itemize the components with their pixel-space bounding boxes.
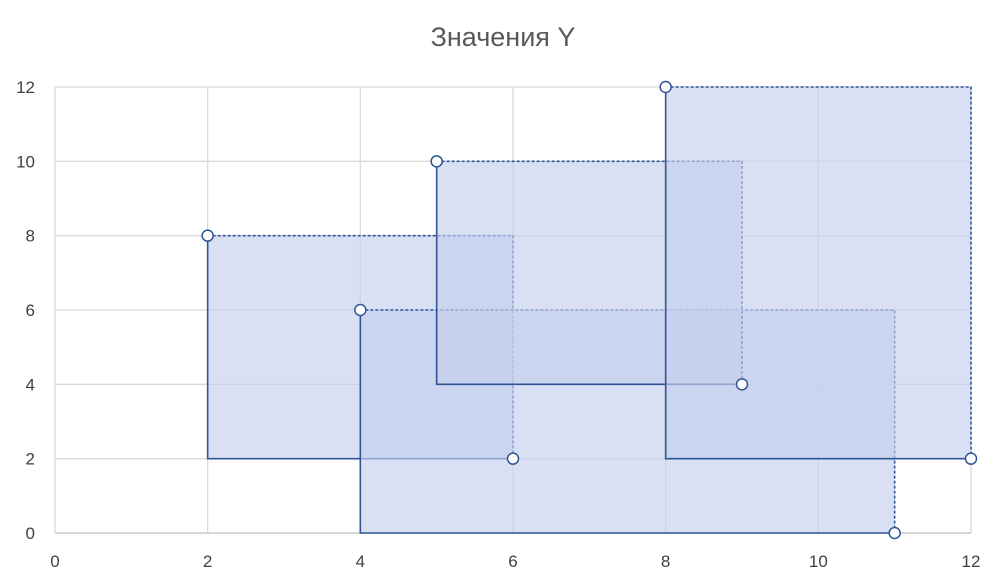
y-tick-label: 4 bbox=[26, 375, 35, 394]
y-tick-label: 12 bbox=[16, 78, 35, 97]
data-point-marker bbox=[201, 229, 214, 242]
data-point-marker bbox=[964, 452, 978, 465]
rectangle-edge-solid bbox=[664, 87, 971, 460]
data-markers bbox=[201, 80, 978, 540]
data-point-marker bbox=[735, 378, 749, 391]
x-tick-label: 4 bbox=[356, 552, 365, 571]
data-point-marker bbox=[659, 80, 672, 94]
data-point-marker bbox=[888, 526, 901, 540]
y-axis-ticks: 0 2 4 6 8 10 12 bbox=[16, 78, 35, 543]
rectangle-edge-dashed bbox=[665, 86, 972, 459]
y-tick-label: 2 bbox=[26, 450, 35, 469]
rectangle-edge-solid bbox=[435, 161, 742, 386]
data-rectangles bbox=[206, 86, 972, 534]
x-axis-ticks: 0 2 4 6 8 10 12 bbox=[50, 552, 980, 571]
y-tick-label: 6 bbox=[26, 301, 35, 320]
x-tick-label: 8 bbox=[661, 552, 670, 571]
chart-title: Значения Y bbox=[431, 22, 576, 52]
x-tick-label: 10 bbox=[809, 552, 828, 571]
x-tick-label: 2 bbox=[203, 552, 212, 571]
x-tick-label: 0 bbox=[50, 552, 59, 571]
y-tick-label: 10 bbox=[16, 152, 35, 171]
x-tick-label: 12 bbox=[962, 552, 981, 571]
rectangle-edge-solid bbox=[359, 310, 895, 534]
y-tick-label: 0 bbox=[26, 524, 35, 543]
data-point-marker bbox=[506, 452, 520, 465]
x-tick-label: 6 bbox=[508, 552, 517, 571]
data-point-marker bbox=[354, 303, 367, 317]
rectangle-fill bbox=[665, 87, 971, 459]
data-point-marker bbox=[430, 155, 443, 168]
y-tick-label: 8 bbox=[26, 227, 35, 246]
data-rectangle bbox=[664, 86, 972, 460]
